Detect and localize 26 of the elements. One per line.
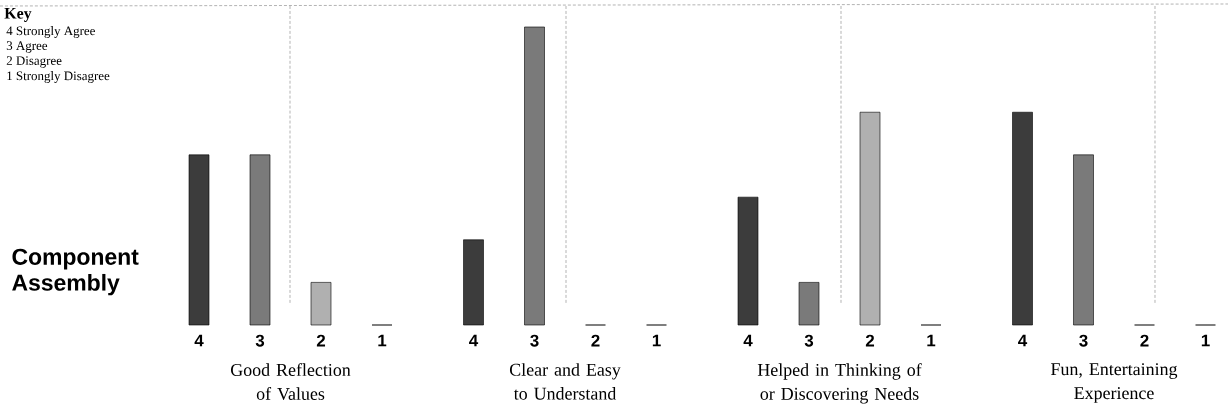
x-tick-label: 1 <box>927 334 936 347</box>
x-tick-label: 3 <box>530 334 539 347</box>
text: 4 Strongly Agree <box>6 26 95 38</box>
text: 1 Strongly Disagree <box>7 71 110 83</box>
text: Good Reflection of Values <box>230 363 351 400</box>
text: Helped in Thinking of or Discovering Needs <box>757 363 922 404</box>
y-axis-title: Component Assembly <box>12 248 139 296</box>
text: Key <box>4 8 32 22</box>
text: 3 Agree <box>6 41 48 53</box>
x-tick-label: 4 <box>743 334 753 347</box>
x-tick-label: 1 <box>378 334 387 347</box>
text: 2 Disagree <box>6 56 62 68</box>
x-tick-label: 3 <box>1079 334 1088 347</box>
x-tick-label: 4 <box>1018 334 1028 347</box>
x-tick-label: 1 <box>1201 334 1210 347</box>
x-tick-label: 2 <box>1140 334 1149 347</box>
text: Clear and Easy to Understand <box>509 363 621 400</box>
text: Fun, Entertaining Experience <box>1051 363 1178 403</box>
x-tick-label: 4 <box>469 334 479 347</box>
x-tick-label: 2 <box>591 334 600 347</box>
x-tick-label: 1 <box>652 334 661 347</box>
x-tick-label: 2 <box>865 334 875 347</box>
x-tick-label: 2 <box>316 334 326 347</box>
x-tick-label: 3 <box>804 334 814 347</box>
x-tick-label: 3 <box>255 334 265 347</box>
x-tick-label: 4 <box>194 334 204 347</box>
